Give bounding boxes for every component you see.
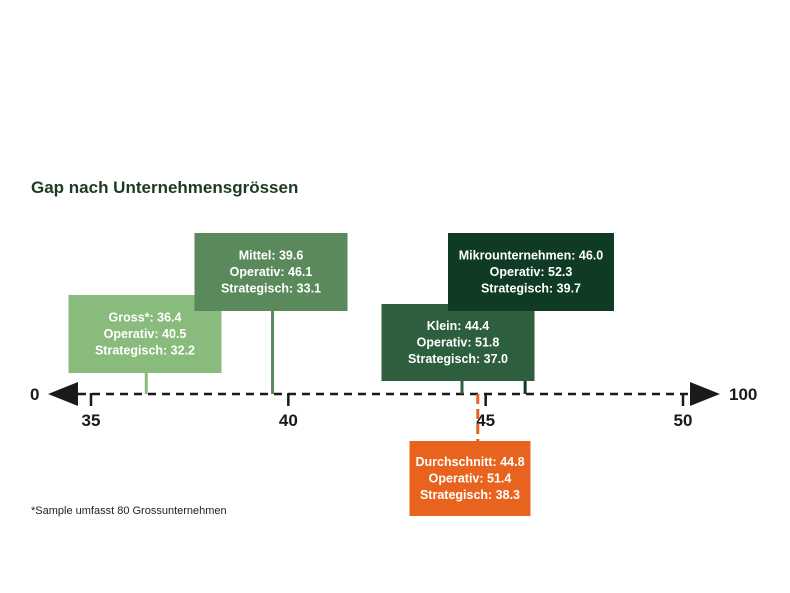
operativ-label: Operativ: 51.8 [417,336,500,350]
chart-title: Gap nach Unternehmensgrössen [31,178,299,197]
operativ-label: Operativ: 51.4 [429,472,512,486]
category-label: Klein: 44.4 [427,319,490,333]
axis-tick-label: 45 [476,411,495,430]
axis-end-label-right: 100 [729,385,757,404]
operativ-label: Operativ: 40.5 [104,327,187,341]
left-arrow-icon [48,382,78,406]
category-label: Durchschnitt: 44.8 [415,455,524,469]
axis-tick-label: 50 [674,411,693,430]
axis-tick-label: 40 [279,411,298,430]
category-box-bg [409,441,531,516]
axis: 0 100 35 40 45 50 [30,382,757,430]
category-box-mittel: Mittel: 39.6 Operativ: 46.1 Strategisch: 3… [194,233,348,311]
axis-end-label-left: 0 [30,385,39,404]
category-box-bg [381,304,535,381]
strategisch-label: Strategisch: 33.1 [221,282,321,296]
category-label: Gross*: 36.4 [109,311,182,325]
operativ-label: Operativ: 52.3 [490,265,573,279]
strategisch-label: Strategisch: 37.0 [408,352,508,366]
strategisch-label: Strategisch: 39.7 [481,282,581,296]
category-box-klein: Klein: 44.4 Operativ: 51.8 Strategisch: 37… [381,304,535,381]
strategisch-label: Strategisch: 32.2 [95,344,195,358]
category-box-bg [448,233,614,311]
strategisch-label: Strategisch: 38.3 [420,488,520,502]
axis-tick-label: 35 [82,411,101,430]
right-arrow-icon [690,382,720,406]
category-label: Mikrounternehmen: 46.0 [459,249,604,263]
category-box-durchschnitt: Durchschnitt: 44.8 Operativ: 51.4 Strategi… [409,441,531,516]
category-label: Mittel: 39.6 [239,249,304,263]
operativ-label: Operativ: 46.1 [230,265,313,279]
category-box-mikrounternehmen: Mikrounternehmen: 46.0 Operativ: 52.3 Stra… [448,233,614,311]
footnote: *Sample umfasst 80 Grossunternehmen [31,505,227,517]
category-box-bg [194,233,348,311]
category-boxes: Gross*: 36.4 Operativ: 40.5 Strategisch: 3… [68,233,614,516]
